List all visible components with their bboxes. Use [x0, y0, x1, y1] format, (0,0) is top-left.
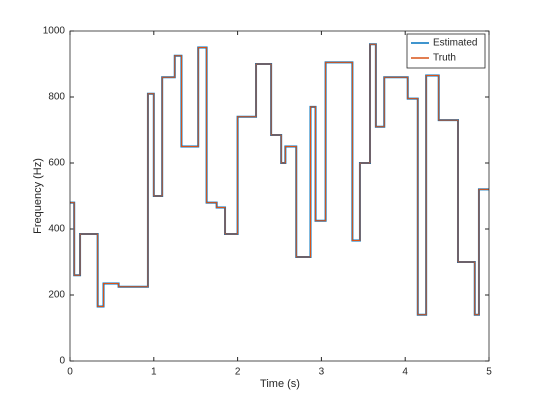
x-tick-label: 4 [402, 367, 408, 378]
y-tick-label: 400 [48, 224, 65, 235]
y-tick-label: 200 [48, 290, 65, 301]
y-tick-label: 1000 [43, 26, 66, 37]
legend-label: Truth [433, 53, 456, 64]
series-line [70, 43, 489, 316]
x-axis-label: Time (s) [260, 378, 300, 390]
x-tick-label: 0 [67, 367, 73, 378]
y-tick-label: 600 [48, 158, 65, 169]
y-tick-label: 800 [48, 92, 65, 103]
y-tick-label: 0 [59, 356, 65, 367]
x-tick-label: 2 [235, 367, 241, 378]
legend-box [406, 33, 486, 69]
x-tick-label: 5 [486, 367, 492, 378]
x-tick-label: 3 [319, 367, 325, 378]
legend-label: Estimated [433, 38, 477, 49]
axes-box [69, 30, 490, 362]
x-tick-label: 1 [151, 367, 157, 378]
y-axis-label: Frequency (Hz) [32, 158, 44, 234]
